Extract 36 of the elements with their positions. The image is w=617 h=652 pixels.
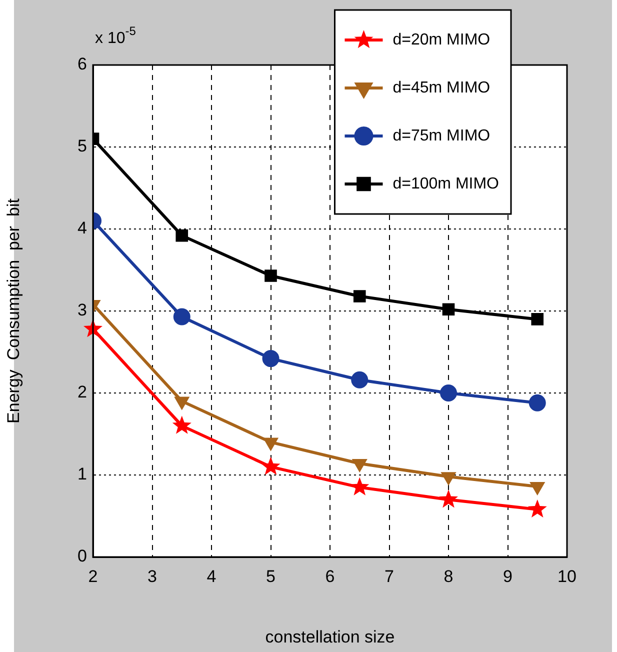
point xyxy=(176,229,188,242)
y-tick-label: 5 xyxy=(78,136,87,156)
point xyxy=(531,313,544,326)
x-tick-label: 6 xyxy=(325,566,335,586)
y-tick-label: 2 xyxy=(78,382,87,402)
y-tick-label: 0 xyxy=(78,546,87,566)
x-tick-label: 7 xyxy=(384,566,394,586)
point xyxy=(261,456,280,475)
y-tick-label: 1 xyxy=(78,464,87,484)
x-tick-label: 8 xyxy=(444,566,454,586)
point xyxy=(528,394,546,412)
legend-label: d=100m MIMO xyxy=(392,175,500,192)
point xyxy=(351,371,368,388)
point xyxy=(442,303,455,316)
point xyxy=(350,477,370,496)
x-tick-label: 9 xyxy=(503,566,512,586)
x-tick-label: 3 xyxy=(148,566,157,586)
point xyxy=(262,350,280,368)
point xyxy=(440,384,457,402)
y-tick-label: 4 xyxy=(78,218,87,238)
y-axis-title: Energy Consumption per bit xyxy=(4,198,23,424)
x-tick-label: 5 xyxy=(266,566,276,586)
point xyxy=(528,499,547,518)
legend-label: d=20m MIMO xyxy=(392,31,490,48)
point xyxy=(172,416,192,434)
y-tick-label: 6 xyxy=(78,54,87,74)
legend-label: d=45m MIMO xyxy=(392,79,490,96)
legend-label: d=75m MIMO xyxy=(392,127,490,144)
x-axis-title: constellation size xyxy=(265,627,395,646)
point xyxy=(353,290,366,302)
point xyxy=(264,270,277,282)
y-tick-label: 3 xyxy=(78,300,87,320)
point xyxy=(173,308,190,326)
point xyxy=(438,490,458,508)
x-tick-label: 10 xyxy=(558,566,576,586)
x-tick-label: 4 xyxy=(206,566,216,586)
